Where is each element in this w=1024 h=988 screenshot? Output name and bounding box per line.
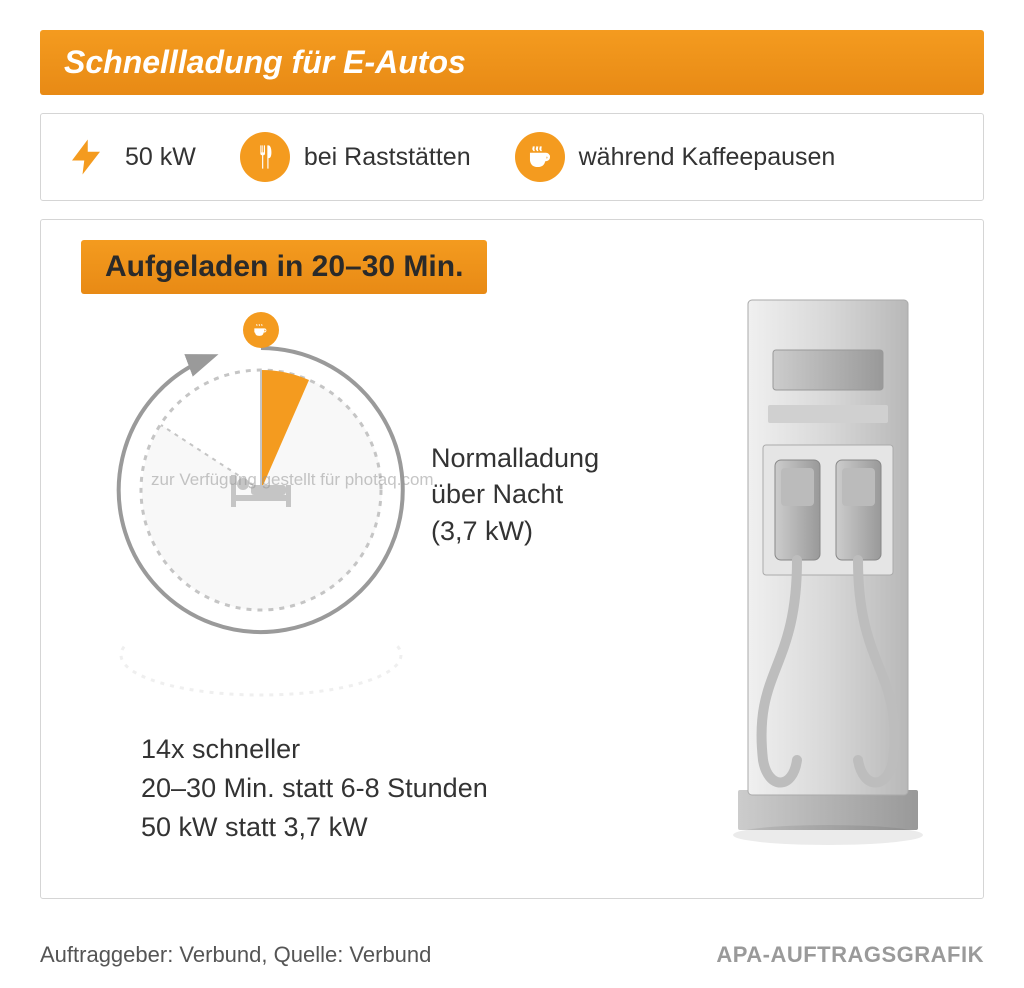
normal-charge-label: Normalladung über Nacht (3,7 kW) (431, 440, 599, 549)
normal-l1: Normalladung (431, 440, 599, 476)
normal-l2: über Nacht (431, 476, 599, 512)
clock-diagram (101, 330, 421, 650)
comparison-block: 14x schneller 20–30 Min. statt 6-8 Stund… (141, 730, 488, 847)
charging-station-illustration (713, 290, 943, 850)
coffee-label: während Kaffeepausen (579, 143, 836, 172)
sub-title: Aufgeladen in 20–30 Min. (81, 240, 487, 294)
cutlery-icon (240, 132, 290, 182)
coffee-icon (515, 132, 565, 182)
power-label: 50 kW (125, 143, 196, 172)
rest-stop-label: bei Raststätten (304, 143, 471, 172)
bullet-2: 20–30 Min. statt 6-8 Stunden (141, 769, 488, 808)
main-title: Schnellladung für E-Autos (40, 30, 984, 95)
bullet-1: 14x schneller (141, 730, 488, 769)
clock-reflection (101, 645, 421, 705)
normal-l3: (3,7 kW) (431, 513, 599, 549)
clock-svg (101, 330, 421, 650)
infographic-container: Schnellladung für E-Autos 50 kW bei Rast… (0, 0, 1024, 988)
coffee-badge-icon (243, 312, 279, 348)
footer: Auftraggeber: Verbund, Quelle: Verbund A… (40, 942, 984, 968)
bolt-icon (61, 132, 111, 182)
bullet-3: 50 kW statt 3,7 kW (141, 808, 488, 847)
icon-row: 50 kW bei Raststätten während Kaffeepaus… (40, 113, 984, 201)
footer-source: APA-AUFTRAGSGRAFIK (716, 942, 984, 968)
main-panel: Aufgeladen in 20–30 Min. (40, 219, 984, 899)
footer-credit: Auftraggeber: Verbund, Quelle: Verbund (40, 942, 431, 968)
